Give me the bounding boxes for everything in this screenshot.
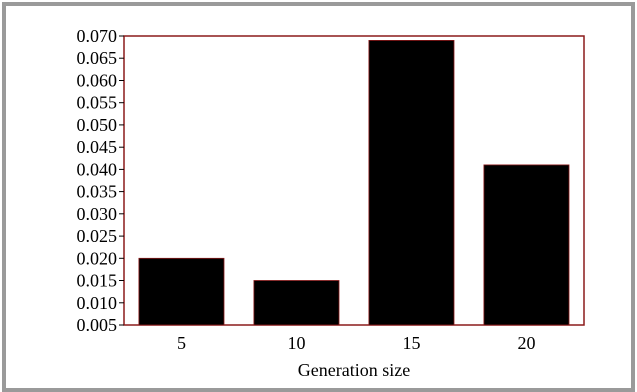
bar-5 [138, 257, 225, 326]
bar-20 [483, 164, 570, 326]
y-tick-label: 0.050 [77, 115, 118, 135]
y-tick-label: 0.030 [77, 204, 118, 224]
y-tick-label: 0.015 [77, 271, 118, 291]
y-tick-label: 0.055 [77, 93, 118, 113]
x-tick-label: 5 [177, 333, 186, 353]
y-tick-label: 0.065 [77, 48, 118, 68]
y-tick-label: 0.010 [77, 293, 118, 313]
y-tick-label: 0.005 [77, 315, 118, 335]
x-tick-label: 20 [518, 333, 536, 353]
x-tick-label: 10 [288, 333, 306, 353]
y-tick-label: 0.035 [77, 182, 118, 202]
y-tick-label: 0.040 [77, 159, 118, 179]
y-tick-label: 0.060 [77, 71, 118, 91]
y-tick-label: 0.045 [77, 137, 118, 157]
bar-15 [368, 40, 455, 326]
y-tick-label: 0.025 [77, 226, 118, 246]
x-axis-label: Generation size [298, 360, 410, 380]
bar-10 [253, 280, 340, 326]
y-tick-label: 0.070 [77, 26, 118, 46]
y-tick-label: 0.020 [77, 248, 118, 268]
x-tick-label: 15 [403, 333, 421, 353]
